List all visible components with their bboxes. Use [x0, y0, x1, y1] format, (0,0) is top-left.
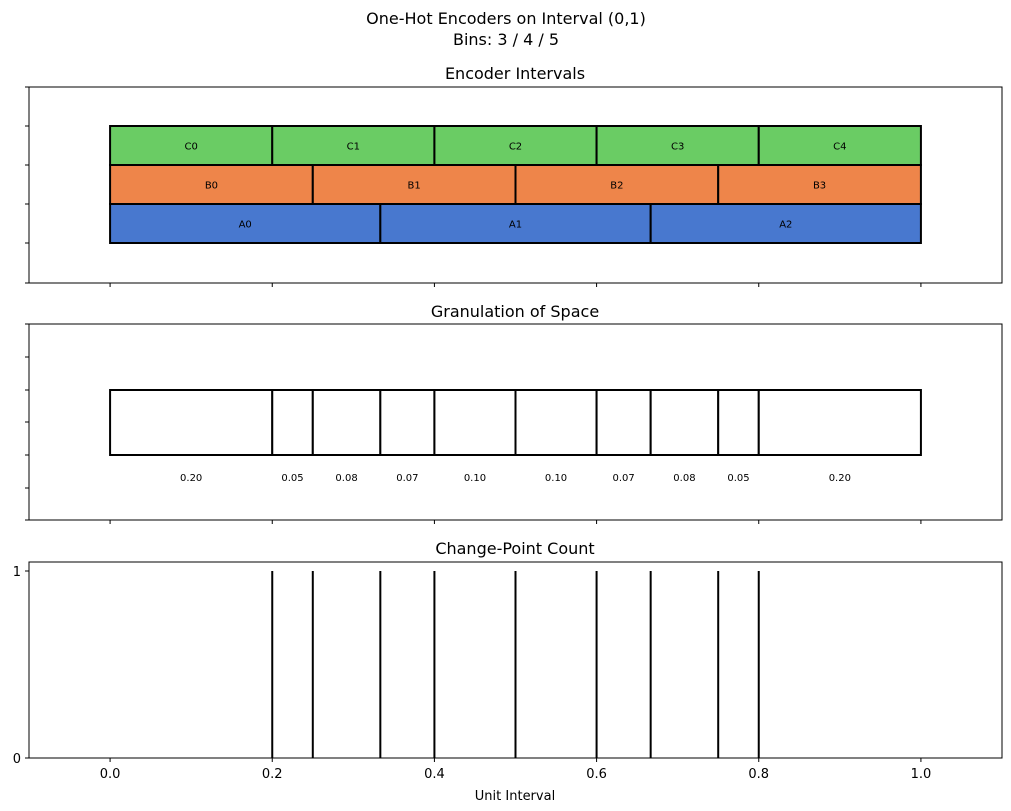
- encoder-cell-a0: [109, 203, 382, 244]
- encoder-cell-label-b3: B3: [813, 181, 826, 192]
- granule-cell: [757, 389, 922, 456]
- xtick-label: 0.2: [262, 767, 283, 782]
- granule-width-label: 0.10: [545, 473, 567, 484]
- granulation-panel: 0.20 0.05 0.08 0.07 0.10 0.10 0.07 0.08 0.05 0.20: [25, 323, 922, 521]
- panel3-frame: [28, 561, 1003, 759]
- panel2-frame: [28, 323, 1003, 521]
- granule-width-label: 0.20: [180, 473, 202, 484]
- granule-width-label: 0.10: [464, 473, 486, 484]
- granule-cell: [514, 389, 598, 456]
- encoder-cell-c1: [271, 125, 436, 166]
- granule-cell: [109, 389, 274, 456]
- encoder-cell-label-c1: C1: [347, 142, 360, 153]
- xtick-label: 0.4: [424, 767, 445, 782]
- encoder-cell-label-c0: C0: [184, 142, 197, 153]
- granule-cell: [649, 389, 720, 456]
- xtick-label: 0.8: [748, 767, 769, 782]
- granule-cell: [595, 389, 652, 456]
- encoder-cell-label-a0: A0: [239, 220, 252, 231]
- panel3-ytick-label: 1: [13, 565, 21, 580]
- encoder-cell-label-c4: C4: [833, 142, 846, 153]
- granule-cell: [717, 389, 760, 456]
- encoder-cell-label-a2: A2: [779, 220, 792, 231]
- panel3-ytick-label: 0: [13, 752, 21, 767]
- panel-title-encoder-intervals: Encoder Intervals: [445, 64, 585, 83]
- granule-cell: [271, 389, 314, 456]
- encoder-cell-label-c2: C2: [509, 142, 522, 153]
- encoder-cell-label-b0: B0: [205, 181, 218, 192]
- encoder-intervals-panel: C0 C1 C2 C3 C4 B0 B1 B2 B3 A0 A1 A2: [25, 86, 922, 284]
- encoder-cell-c0: [109, 125, 274, 166]
- figure-title-line2: Bins: 3 / 4 / 5: [453, 30, 559, 49]
- granule-width-label: 0.20: [829, 473, 851, 484]
- encoder-cell-label-b2: B2: [610, 181, 623, 192]
- granule-width-label: 0.08: [335, 473, 357, 484]
- granule-cell: [379, 389, 436, 456]
- figure-title-line1: One-Hot Encoders on Interval (0,1): [366, 9, 646, 28]
- granule-width-label: 0.05: [727, 473, 749, 484]
- encoder-cell-b0: [109, 164, 314, 205]
- granule-cell: [433, 389, 517, 456]
- x-axis-label: Unit Interval: [475, 789, 555, 804]
- change-point-panel: 01: [13, 565, 760, 767]
- encoder-cell-label-a1: A1: [509, 220, 522, 231]
- panel1-frame: [28, 86, 1003, 284]
- panel-title-change-point: Change-Point Count: [435, 539, 594, 558]
- encoder-cell-a2: [649, 203, 922, 244]
- granule-width-label: 0.07: [612, 473, 634, 484]
- xtick-label: 0.0: [100, 767, 121, 782]
- panel-title-granulation: Granulation of Space: [431, 302, 599, 321]
- xtick-label: 0.6: [586, 767, 607, 782]
- granule-width-label: 0.07: [396, 473, 418, 484]
- encoder-cell-label-b1: B1: [408, 181, 421, 192]
- encoder-cell-label-c3: C3: [671, 142, 684, 153]
- encoder-cell-b2: [514, 164, 720, 205]
- xtick-label: 1.0: [911, 767, 932, 782]
- granule-width-label: 0.08: [673, 473, 695, 484]
- granule-cell: [311, 389, 382, 456]
- granule-width-label: 0.05: [281, 473, 303, 484]
